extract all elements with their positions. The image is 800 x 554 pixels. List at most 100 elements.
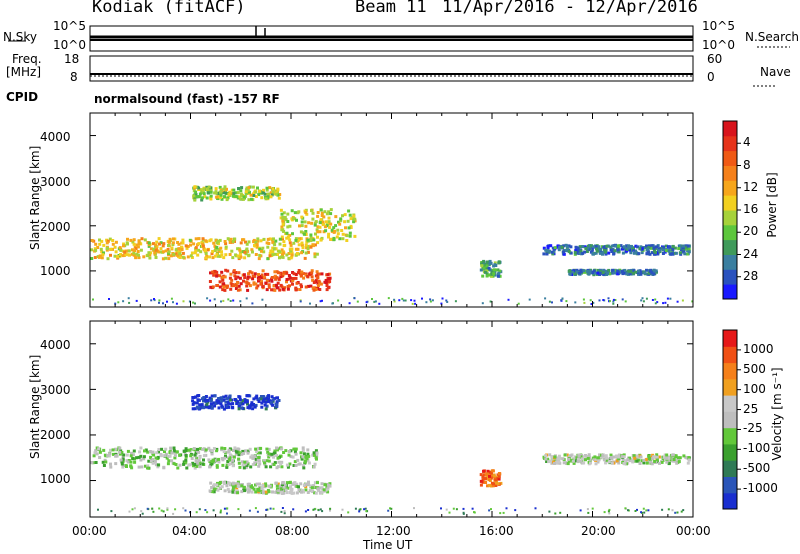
velocity-echo-cell: [228, 394, 232, 398]
power-echo-cell: [129, 238, 133, 242]
power-echo-cell: [324, 220, 328, 224]
velocity-echo-cell: [226, 460, 230, 463]
power-echo-cell: [319, 208, 323, 212]
velocity-echo-cell: [193, 407, 197, 411]
velocity-echo-cell: [175, 450, 179, 454]
power-echo-cell: [264, 281, 268, 285]
power-echo-cell: [223, 195, 227, 199]
velocity-echo-cell: [601, 454, 605, 457]
power-echo-cell: [98, 238, 101, 242]
velocity-echo-cell: [260, 486, 264, 490]
power-echo-cell: [314, 232, 317, 236]
velocity-echo-cell: [279, 454, 283, 458]
velocity-echo-cell: [220, 485, 224, 489]
velocity-echo-cell: [260, 397, 264, 401]
freq-strip-frame: [89, 55, 694, 82]
velocity-echo-cell: [183, 461, 187, 465]
power-echo-cell: [260, 196, 264, 200]
power-echo-cell: [348, 234, 352, 238]
power-echo-cell: [612, 300, 615, 303]
power-echo-cell: [601, 250, 605, 254]
velocity-cbar-segment: [723, 330, 737, 347]
power-echo-cell: [664, 301, 667, 304]
power-echo-cell: [167, 244, 170, 247]
power-echo-cell: [257, 273, 260, 276]
velocity-echo-cell: [210, 452, 214, 456]
velocity-echo-cell: [492, 482, 495, 486]
power-echo-cell: [201, 242, 205, 246]
power-echo-cell: [634, 251, 638, 254]
velocity-echo-cell: [644, 458, 648, 462]
power-echo-cell: [126, 237, 129, 241]
velocity-echo-cell: [118, 452, 122, 456]
velocity-echo-cell: [191, 461, 195, 465]
power-echo-cell: [628, 272, 632, 275]
power-echo-cell: [189, 243, 192, 247]
xtick-1200: 12:00: [376, 524, 411, 538]
power-echo-cell: [329, 222, 333, 226]
velocity-echo-cell: [271, 403, 275, 407]
velocity-echo-cell: [248, 447, 252, 451]
velocity-echo-cell: [170, 459, 174, 463]
power-echo-cell: [666, 297, 669, 300]
velocity-echo-cell: [118, 450, 122, 454]
power-echo-cell: [616, 269, 620, 273]
velocity-echo-cell: [317, 489, 320, 493]
power-echo-cell: [239, 189, 243, 193]
power-echo-cell: [387, 297, 390, 300]
power-cbar-segment: [723, 180, 737, 196]
power-echo-cell: [206, 191, 210, 195]
velocity-echo-cell: [173, 454, 177, 457]
power-echo-cell: [253, 244, 257, 248]
velocity-echo-cell: [586, 508, 589, 511]
velocity-echo-cell: [253, 454, 257, 458]
velocity-echo-cell: [565, 453, 569, 457]
velocity-echo-cell: [648, 456, 651, 460]
power-echo-cell: [229, 237, 233, 241]
velocity-echo-cell: [484, 481, 488, 484]
power-echo-cell: [197, 248, 201, 252]
power-echo-cell: [245, 186, 249, 190]
power-echo-cell: [167, 257, 171, 261]
velocity-echo-cell: [244, 462, 248, 466]
velocity-echo-cell: [262, 397, 266, 401]
velocity-echo-cell: [157, 450, 160, 454]
power-echo-cell: [231, 194, 235, 198]
velocity-echo-cell: [301, 446, 305, 450]
velocity-echo-cell: [264, 490, 268, 494]
power-echo-cell: [236, 288, 240, 292]
power-echo-cell: [172, 301, 174, 304]
velocity-echo-cell: [291, 482, 295, 486]
velocity-echo-cell: [505, 507, 508, 510]
velocity-echo-cell: [264, 482, 268, 486]
power-echo-cell: [348, 213, 352, 217]
power-echo-cell: [174, 252, 178, 256]
power-echo-cell: [195, 195, 199, 199]
power-echo-cell: [93, 256, 97, 259]
velocity-echo-cell: [222, 395, 225, 399]
power-echo-cell: [209, 194, 213, 198]
power-echo-cell: [222, 283, 226, 287]
velocity-echo-cell: [257, 464, 261, 468]
velocity-echo-cell: [254, 447, 258, 451]
velocity-echo-cell: [133, 507, 136, 510]
velocity-echo-cell: [494, 481, 498, 485]
power-echo-cell: [218, 195, 222, 199]
power-echo-cell: [212, 241, 216, 245]
velocity-echo-cell: [131, 457, 135, 461]
power-echo-cell: [570, 273, 574, 276]
velocity-echo-cell: [579, 509, 582, 512]
velocity-echo-cell: [293, 481, 297, 485]
power-echo-cell: [213, 249, 217, 252]
velocity-ytick-2000: 2000: [40, 428, 71, 442]
velocity-echo-cell: [596, 460, 600, 464]
velocity-echo-cell: [231, 406, 235, 410]
power-echo-cell: [218, 285, 222, 289]
velocity-echo-cell: [492, 474, 496, 478]
velocity-echo-cell: [497, 477, 501, 481]
power-echo-cell: [279, 283, 283, 287]
velocity-echo-cell: [587, 511, 590, 514]
power-echo-cell: [268, 186, 272, 190]
velocity-echo-cell: [605, 456, 609, 460]
velocity-echo-cell: [561, 457, 565, 461]
